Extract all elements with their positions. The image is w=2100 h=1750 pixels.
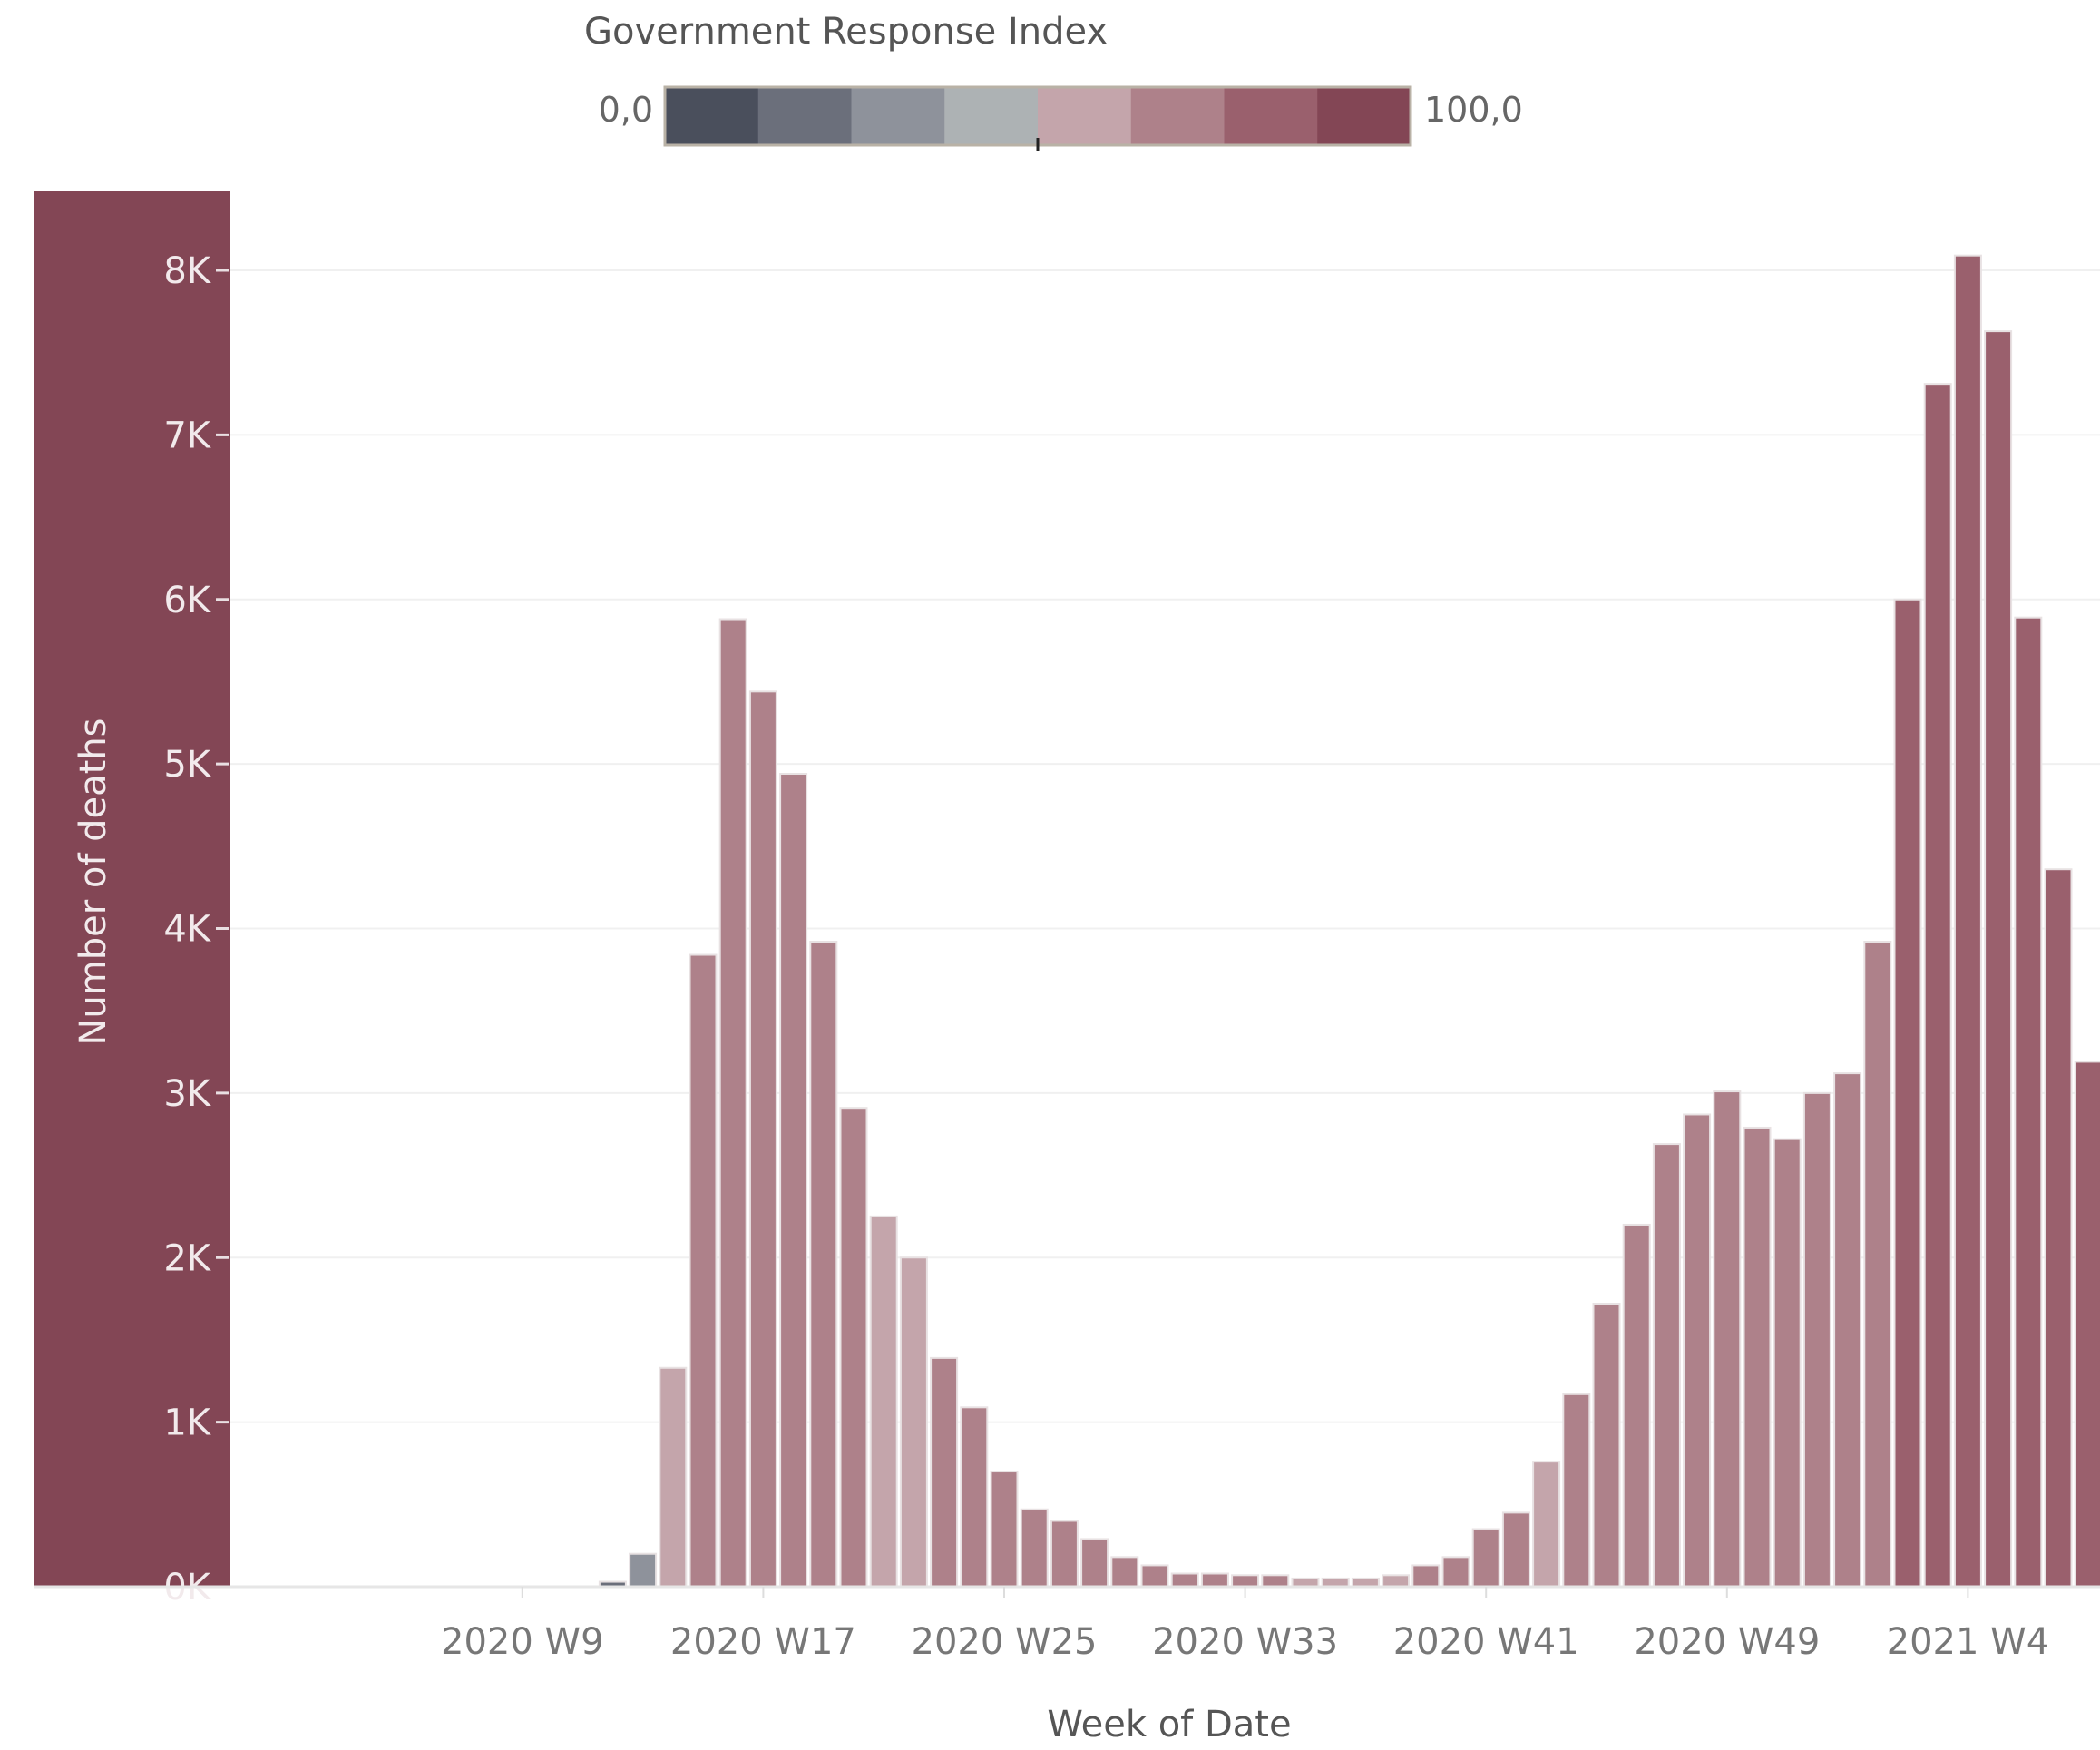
color-legend: Government Response Index 0,0 100,0: [584, 11, 1523, 151]
bar: [779, 773, 808, 1588]
legend-min-label: 0,0: [599, 90, 653, 130]
bar: [718, 618, 747, 1588]
y-tick-label: 4K: [163, 909, 211, 951]
x-tick-label: 2020 W41: [1393, 1621, 1579, 1663]
legend-step: [665, 87, 759, 145]
bar: [1652, 1143, 1681, 1588]
bar: [1953, 254, 1982, 1588]
bar: [1743, 1126, 1772, 1588]
y-tick-label: 6K: [163, 580, 211, 621]
x-tick-label: 2021 W4: [1887, 1621, 2050, 1663]
bar: [1501, 1511, 1530, 1588]
bar: [1110, 1556, 1139, 1589]
bar: [869, 1215, 898, 1588]
bar: [748, 690, 777, 1588]
x-tick-label: 2020 W49: [1634, 1621, 1820, 1663]
bar: [1562, 1393, 1591, 1589]
bar: [1261, 1574, 1290, 1588]
bar: [2014, 616, 2043, 1588]
legend-title: Government Response Index: [584, 11, 1108, 53]
legend-step: [1038, 87, 1132, 145]
y-axis-band: [34, 191, 230, 1588]
legend-max-label: 100,0: [1424, 90, 1523, 130]
y-tick-label: 8K: [163, 250, 211, 292]
legend-step: [851, 87, 945, 145]
legend-step: [1130, 87, 1225, 145]
bar: [2074, 1061, 2100, 1588]
bar: [1020, 1508, 1049, 1589]
bars: [598, 254, 2100, 1589]
y-tick-label: 5K: [163, 744, 211, 786]
bar: [1140, 1564, 1169, 1589]
bar: [1050, 1520, 1079, 1588]
y-axis-title: Number of deaths: [73, 718, 114, 1045]
bar: [689, 953, 718, 1588]
bar: [659, 1366, 688, 1588]
bar: [1532, 1461, 1561, 1589]
bar: [1773, 1138, 1802, 1589]
y-tick-label: 7K: [163, 415, 211, 456]
bar: [1713, 1090, 1742, 1588]
legend-step: [757, 87, 852, 145]
bar: [1441, 1556, 1470, 1589]
y-tick-label: 2K: [163, 1237, 211, 1279]
bar: [1923, 383, 1952, 1588]
bar: [2044, 868, 2073, 1588]
x-tick-label: 2020 W33: [1152, 1621, 1338, 1663]
legend-step: [1317, 87, 1411, 145]
x-axis-ticks: 2020 W9 2020 W17 2020 W25 2020 W33 2020 W41 2…: [441, 1587, 2049, 1663]
legend-step: [944, 87, 1039, 145]
bar: [1683, 1113, 1712, 1588]
legend-step: [1224, 87, 1318, 145]
bar: [1471, 1528, 1500, 1589]
y-tick-label: 1K: [163, 1403, 211, 1444]
bar: [1622, 1223, 1651, 1588]
bar: [839, 1107, 868, 1588]
bar: [1802, 1091, 1831, 1588]
bar: [809, 941, 838, 1588]
bar: [1863, 941, 1892, 1588]
bar: [990, 1471, 1019, 1588]
bar: [1231, 1574, 1260, 1588]
x-tick-label: 2020 W17: [670, 1621, 856, 1663]
y-tick-label: 3K: [163, 1073, 211, 1115]
x-tick-label: 2020 W25: [912, 1621, 1098, 1663]
bar: [1080, 1538, 1109, 1588]
bar: [1893, 598, 1922, 1588]
bar: [1382, 1574, 1411, 1588]
bar: [1200, 1572, 1229, 1588]
bar: [1833, 1072, 1862, 1588]
x-tick-label: 2020 W9: [441, 1621, 604, 1663]
bar: [960, 1406, 989, 1589]
x-axis-title: Week of Date: [1047, 1704, 1291, 1745]
bar: [629, 1552, 658, 1588]
bar: [1592, 1303, 1621, 1589]
legend-color-steps: [663, 85, 1412, 151]
bar: [930, 1356, 959, 1589]
bar: [899, 1256, 928, 1588]
bar: [1411, 1564, 1441, 1589]
bar: [1984, 330, 2013, 1588]
bar: [1170, 1572, 1199, 1588]
